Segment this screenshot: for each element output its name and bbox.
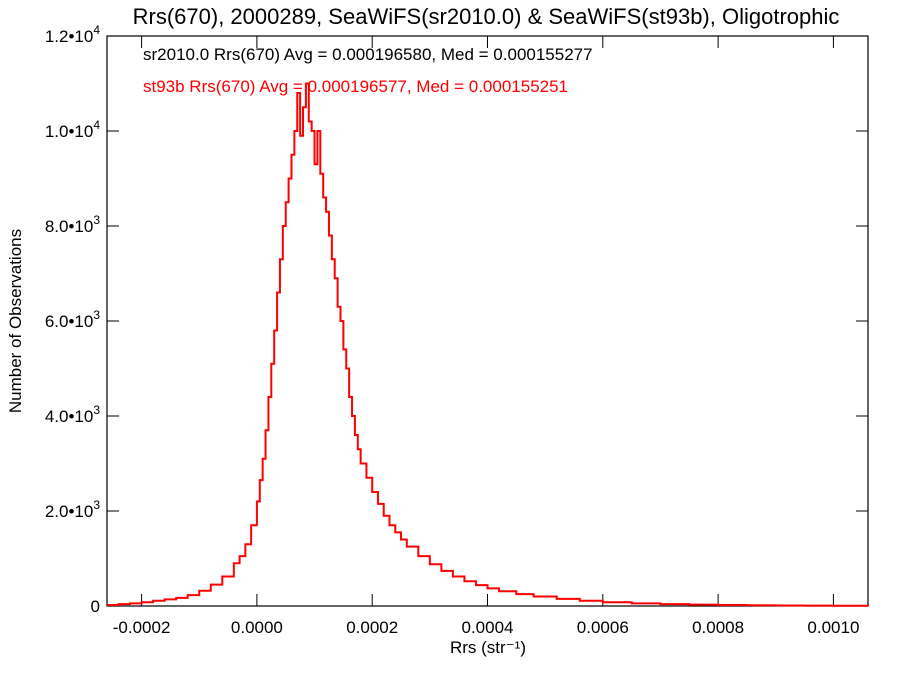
x-tick-label: 0.0002 <box>346 618 398 637</box>
chart-title: Rrs(670), 2000289, SeaWiFS(sr2010.0) & S… <box>133 4 840 29</box>
x-tick-label: 0.0004 <box>462 618 514 637</box>
x-tick-label: -0.0002 <box>113 618 171 637</box>
y-axis-ticks: 0 2.0•103 4.0•103 6.0•103 8.0•103 1.0•104 1.2•… <box>45 23 868 616</box>
x-axis-label: Rrs (str⁻¹) <box>450 638 526 657</box>
histogram-series-line <box>107 82 869 607</box>
x-tick-label: 0.0010 <box>807 618 859 637</box>
y-tick-label: 0 <box>91 597 100 616</box>
y-tick-label: 2.0•103 <box>45 498 101 521</box>
annotation-st93b: st93b Rrs(670) Avg = 0.000196577, Med = … <box>143 77 568 96</box>
y-tick-label: 1.2•104 <box>45 23 101 46</box>
y-tick-label: 8.0•103 <box>45 213 101 236</box>
x-axis-ticks: -0.0002 0.0000 0.0002 0.0004 0.0006 0.0008 0.0… <box>113 36 859 637</box>
y-tick-label: 4.0•103 <box>45 403 101 426</box>
plot-frame <box>106 35 869 607</box>
x-tick-label: 0.0008 <box>692 618 744 637</box>
annotation-sr2010: sr2010.0 Rrs(670) Avg = 0.000196580, Med… <box>143 45 593 64</box>
x-tick-label: 0.0000 <box>231 618 283 637</box>
y-tick-label: 6.0•103 <box>45 308 101 331</box>
x-tick-label: 0.0006 <box>577 618 629 637</box>
y-axis-label: Number of Observations <box>6 229 25 413</box>
y-tick-label: 1.0•104 <box>45 118 101 141</box>
